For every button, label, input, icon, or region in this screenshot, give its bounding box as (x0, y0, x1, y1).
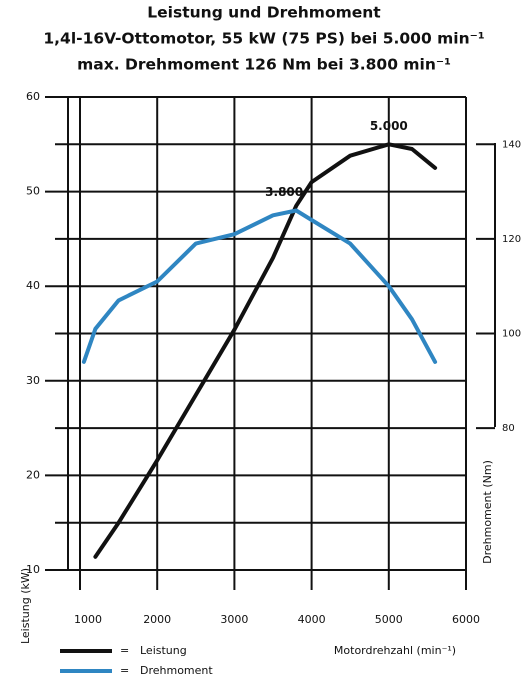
series-line (81, 208, 438, 364)
x-axis-label: Motordrehzahl (min⁻¹) (334, 644, 456, 657)
y-axis-label: Leistung (kW) (19, 568, 32, 644)
legend-separator: = (120, 664, 129, 677)
x-tick-label: 4000 (298, 613, 326, 626)
y2-axis-label: Drehmoment (Nm) (481, 460, 494, 564)
x-tick-label: 5000 (375, 613, 403, 626)
x-tick-label: 2000 (143, 613, 171, 626)
y-tick-label: 60 (26, 90, 40, 103)
chart-subtitle: max. Drehmoment 126 Nm bei 3.800 min⁻¹ (77, 56, 451, 74)
x-tick-label: 3000 (220, 613, 248, 626)
y-tick-label: 40 (26, 279, 40, 292)
legend-label: Drehmoment (140, 664, 213, 677)
series-line (93, 142, 438, 559)
annotation: 3.800 (265, 185, 303, 199)
y2-tick-label: 140 (502, 139, 521, 150)
y-tick-label: 30 (26, 374, 40, 387)
y-tick-label: 20 (26, 468, 40, 481)
y2-tick-label: 80 (502, 423, 515, 434)
y2-tick-label: 120 (502, 234, 521, 245)
y-tick-label: 10 (26, 563, 40, 576)
legend-label: Leistung (140, 644, 187, 657)
chart-title: Leistung und Drehmoment (147, 4, 381, 22)
legend-separator: = (120, 644, 129, 657)
y-tick-label: 50 (26, 185, 40, 198)
y2-tick-label: 100 (502, 329, 521, 340)
annotation: 5.000 (370, 119, 408, 133)
x-tick-label: 1000 (74, 613, 102, 626)
x-tick-label: 6000 (452, 613, 480, 626)
chart-subtitle: 1,4l-16V-Ottomotor, 55 kW (75 PS) bei 5.… (43, 30, 484, 48)
